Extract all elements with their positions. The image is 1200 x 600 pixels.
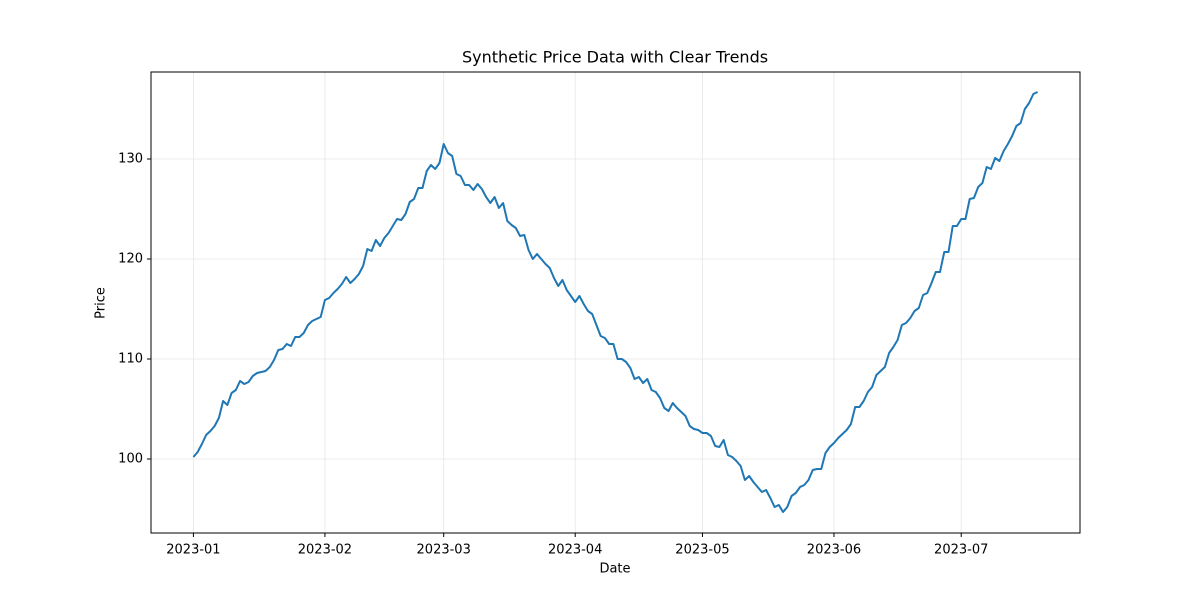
y-tick-label: 110	[118, 352, 143, 367]
y-axis-label: Price	[94, 287, 109, 319]
x-tick-label: 2023-01	[166, 543, 220, 558]
price-line	[192, 91, 1039, 513]
chart-title: Synthetic Price Data with Clear Trends	[462, 48, 768, 67]
y-tick-label: 130	[118, 152, 143, 167]
x-axis-label: Date	[599, 562, 630, 577]
x-tick-label: 2023-02	[298, 543, 352, 558]
x-tick-label: 2023-05	[675, 543, 729, 558]
plot-frame	[150, 71, 1081, 534]
x-tick-label: 2023-06	[807, 543, 861, 558]
x-tick-label: 2023-04	[548, 543, 602, 558]
x-tick-label: 2023-03	[417, 543, 471, 558]
y-tick-label: 100	[118, 452, 143, 467]
x-tick-label: 2023-07	[934, 543, 988, 558]
y-tick-label: 120	[118, 252, 143, 267]
